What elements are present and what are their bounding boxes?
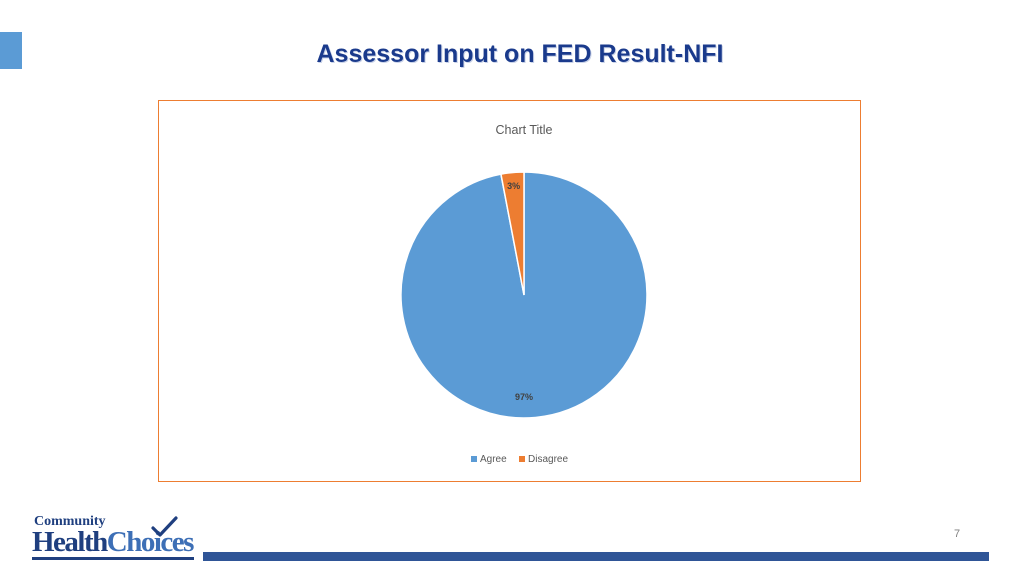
legend-swatch-agree	[471, 456, 477, 462]
legend-label-agree: Agree	[480, 454, 507, 465]
chart-title: Chart Title	[496, 123, 553, 137]
accent-square	[0, 32, 22, 69]
legend-swatch-disagree	[519, 456, 525, 462]
checkmark-icon	[151, 516, 178, 537]
chart-frame: Chart Title 97% 3% Agree Disagree	[158, 100, 861, 482]
data-label-disagree: 3%	[507, 181, 520, 191]
pie-chart: Chart Title 97% 3% Agree Disagree	[400, 123, 648, 465]
community-healthchoices-logo: Community HealthChoices	[32, 512, 202, 562]
logo-underline	[32, 557, 194, 560]
slide-title: Assessor Input on FED Result-NFI	[316, 40, 724, 68]
pie-slice-disagree	[500, 171, 525, 296]
data-label-agree: 97%	[515, 392, 533, 402]
logo-text-main: HealthChoices	[32, 526, 195, 559]
logo-text-health: Health	[32, 526, 108, 558]
slide-number: 7	[954, 528, 961, 540]
legend-label-disagree: Disagree	[528, 454, 568, 465]
logo-text-choices: Choices	[106, 526, 195, 558]
footer-bar	[203, 552, 989, 561]
logo-text-community: Community	[34, 514, 106, 529]
